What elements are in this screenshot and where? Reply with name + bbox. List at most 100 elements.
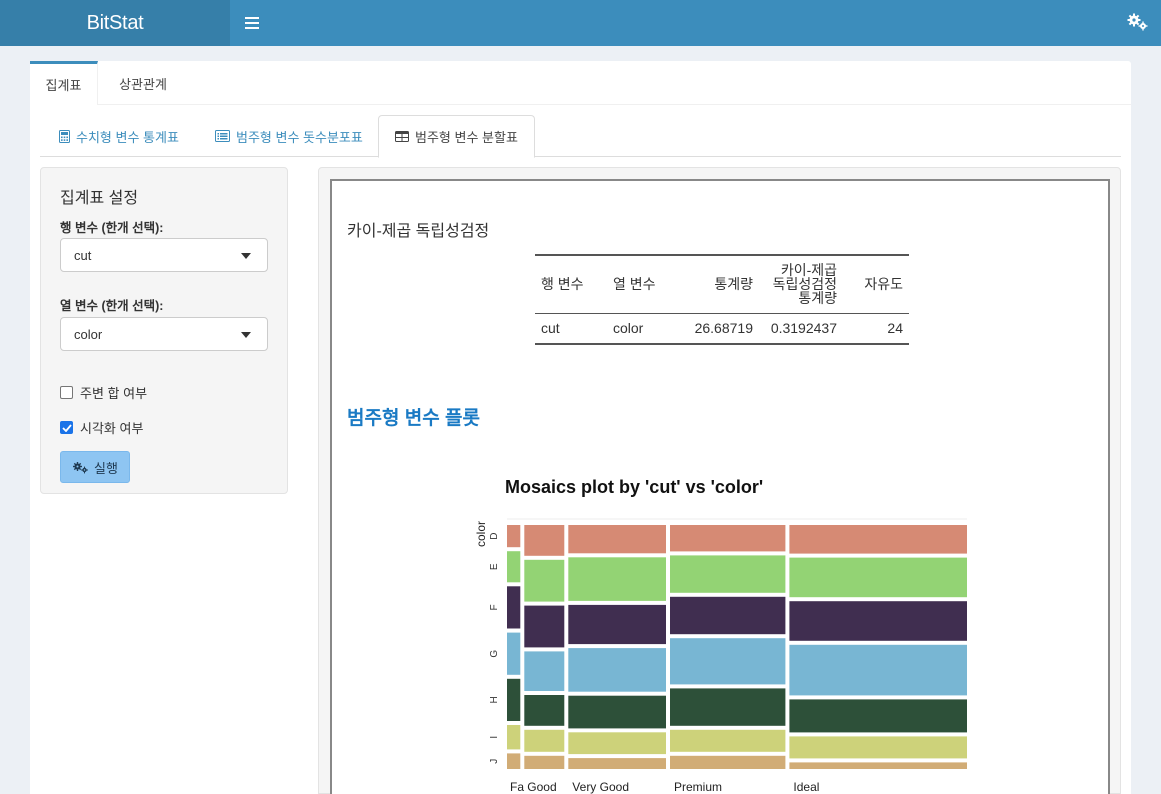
tab-categorical-freq[interactable]: 범주형 변수 돗수분포표 xyxy=(199,115,379,157)
x-tick-label: Ideal xyxy=(793,780,819,794)
top-navbar: BitStat xyxy=(0,0,1161,46)
hamburger-icon xyxy=(245,17,259,29)
cell-chisq: 0.3192437 xyxy=(759,313,843,345)
y-axis-ticks: D E F G H I J xyxy=(489,532,500,763)
chart-title: Mosaics plot by 'cut' vs 'color' xyxy=(505,477,763,497)
mosaic-cell-ideal-g xyxy=(789,644,967,696)
mosaic-cell-fair-f xyxy=(507,586,521,629)
cell-row-var: cut xyxy=(535,313,607,345)
mosaic-cell-fair-h xyxy=(507,678,521,721)
cell-statistic: 26.68719 xyxy=(679,313,759,345)
mosaic-cell-very-good-f xyxy=(568,604,666,645)
gears-icon xyxy=(73,461,88,473)
gears-icon[interactable] xyxy=(1125,11,1151,33)
mosaic-cell-fair-i xyxy=(507,725,521,750)
chevron-down-icon xyxy=(241,253,251,259)
cell-col-var: color xyxy=(607,313,679,345)
viz-option: 시각화 여부 xyxy=(60,418,143,437)
tab-label: 수치형 변수 통계표 xyxy=(76,129,179,145)
chevron-down-icon xyxy=(241,332,251,338)
header-df: 자유도 xyxy=(843,254,909,314)
y-tick-label: J xyxy=(489,759,500,764)
mosaic-cell-ideal-d xyxy=(789,525,967,554)
mosaic-cell-premium-e xyxy=(670,555,786,593)
tab-label: 범주형 변수 돗수분포표 xyxy=(236,129,363,145)
mosaic-cell-good-i xyxy=(524,729,565,752)
mosaic-cell-very-good-d xyxy=(568,525,666,554)
x-tick-label: Fa xyxy=(510,780,524,794)
y-tick-label: I xyxy=(489,736,500,739)
top-tabs: 집계표 상관관계 xyxy=(30,61,1131,105)
mosaic-cell-fair-j xyxy=(507,753,521,769)
mosaic-cell-premium-f xyxy=(670,596,786,635)
sub-tabs: 수치형 변수 통계표 범주형 변수 돗수분포표 범주형 변수 분할표 xyxy=(40,115,1121,158)
tab-numeric-stats[interactable]: 수치형 변수 통계표 xyxy=(43,115,195,157)
header-statistic-text: 통계량 xyxy=(714,276,753,293)
output-panel: 카이-제곱 독립성검정 행 변수 열 변수 통계량 카이-제곱 독립성검정 통계… xyxy=(318,167,1121,794)
y-axis-label: color xyxy=(474,521,488,547)
list-icon xyxy=(215,130,230,142)
mosaic-cell-good-g xyxy=(524,651,565,691)
mosaic-cell-very-good-h xyxy=(568,695,666,729)
settings-title: 집계표 설정 xyxy=(60,190,139,207)
col-variable-select[interactable]: color xyxy=(60,317,268,351)
output-content: 카이-제곱 독립성검정 행 변수 열 변수 통계량 카이-제곱 독립성검정 통계… xyxy=(330,179,1110,794)
main-panel: 집계표 상관관계 수치형 변수 통계표 범주형 변수 돗수분포표 xyxy=(30,61,1131,794)
mosaic-cell-very-good-e xyxy=(568,557,666,601)
chisq-table: 행 변수 열 변수 통계량 카이-제곱 독립성검정 통계량 자유도 cut co… xyxy=(535,254,909,345)
col-variable-label: 열 변수 (한개 선택): xyxy=(60,299,164,313)
mosaic-chart: Mosaics plot by 'cut' vs 'color' color D… xyxy=(474,477,967,794)
viz-checkbox[interactable] xyxy=(60,421,73,434)
margin-checkbox-label: 주변 합 여부 xyxy=(80,386,148,401)
y-tick-label: G xyxy=(489,650,500,658)
header-col-var: 열 변수 xyxy=(607,254,679,314)
mosaic-cell-good-e xyxy=(524,559,565,602)
margin-checkbox[interactable] xyxy=(60,386,73,399)
mosaic-cell-ideal-e xyxy=(789,557,967,598)
header-statistic: 통계량 xyxy=(679,254,759,314)
mosaic-cell-ideal-f xyxy=(789,601,967,641)
run-button[interactable]: 실행 xyxy=(60,451,130,483)
mosaic-cell-good-h xyxy=(524,695,565,726)
mosaic-cell-fair-g xyxy=(507,632,521,675)
mosaic-cell-very-good-j xyxy=(568,758,666,769)
col-variable-value: color xyxy=(74,326,103,342)
y-tick-label: D xyxy=(489,532,500,539)
mosaic-cell-premium-g xyxy=(670,638,786,685)
x-tick-label: Good xyxy=(527,780,556,794)
mosaic-cell-ideal-h xyxy=(789,699,967,733)
mosaic-cells xyxy=(507,525,967,769)
row-variable-value: cut xyxy=(74,247,92,263)
mosaic-cell-good-f xyxy=(524,605,565,648)
margin-option: 주변 합 여부 xyxy=(60,383,147,402)
header-chisq: 카이-제곱 독립성검정 통계량 xyxy=(759,254,843,314)
mosaic-cell-good-d xyxy=(524,525,565,556)
mosaic-cell-fair-d xyxy=(507,525,521,548)
app-logo[interactable]: BitStat xyxy=(0,0,230,46)
cell-df: 24 xyxy=(843,313,909,345)
checkmark-icon xyxy=(61,423,72,432)
run-button-label: 실행 xyxy=(94,460,118,476)
menu-icon[interactable] xyxy=(230,0,274,46)
table-header-row: 행 변수 열 변수 통계량 카이-제곱 독립성검정 통계량 자유도 xyxy=(535,254,909,314)
tab-summary[interactable]: 집계표 xyxy=(30,61,98,105)
mosaic-cell-premium-j xyxy=(670,755,786,769)
tab-crosstab[interactable]: 범주형 변수 분할표 xyxy=(378,115,535,158)
mosaic-cell-good-j xyxy=(524,755,565,769)
x-tick-label: Premium xyxy=(674,780,722,794)
tab-correlation[interactable]: 상관관계 xyxy=(119,76,167,92)
mosaic-cell-very-good-g xyxy=(568,648,666,692)
row-variable-label: 행 변수 (한개 선택): xyxy=(60,221,164,235)
plot-heading: 범주형 변수 플롯 xyxy=(347,408,480,429)
mosaic-cell-very-good-i xyxy=(568,732,666,755)
table-row: cut color 26.68719 0.3192437 24 xyxy=(535,313,909,345)
table-icon xyxy=(395,131,409,142)
row-variable-select[interactable]: cut xyxy=(60,238,268,272)
y-tick-label: E xyxy=(489,563,500,570)
mosaic-cell-ideal-i xyxy=(789,736,967,759)
y-tick-label: H xyxy=(489,696,500,703)
y-tick-label: F xyxy=(489,604,500,610)
x-tick-label: Very Good xyxy=(572,780,629,794)
mosaic-cell-ideal-j xyxy=(789,762,967,769)
mosaic-cell-premium-h xyxy=(670,688,786,726)
